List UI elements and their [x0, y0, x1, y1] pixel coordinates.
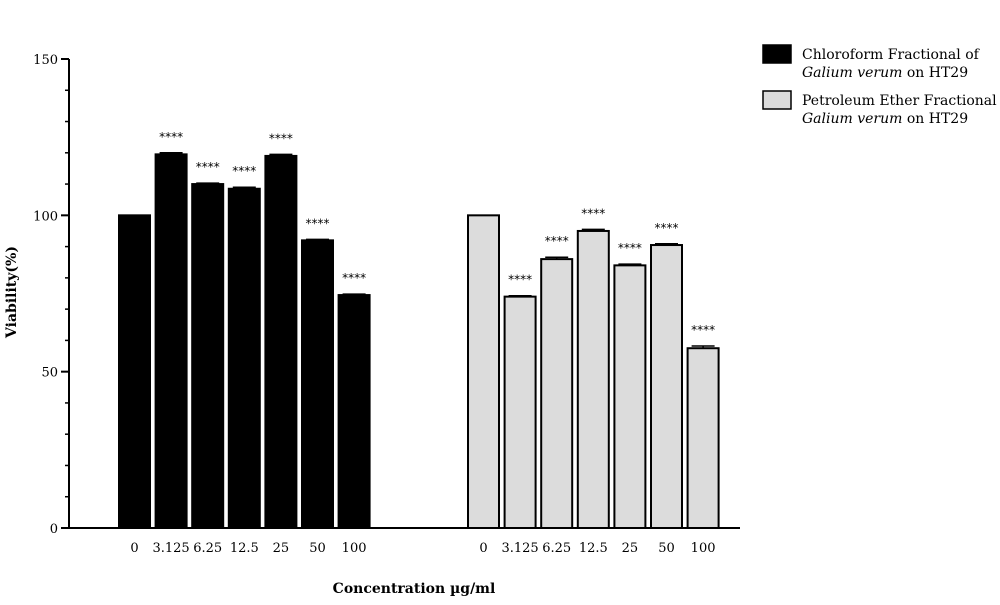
significance-label: ****: [545, 234, 569, 248]
x-tick-label: 3.125: [152, 541, 189, 556]
x-tick-label: 3.125: [501, 541, 538, 556]
legend-cell-line: on HT29: [902, 111, 968, 127]
significance-label: ****: [342, 271, 366, 285]
significance-label: ****: [581, 206, 605, 220]
bar: [227, 187, 261, 530]
bar: [118, 214, 151, 529]
x-tick-label: 6.25: [193, 541, 222, 556]
x-axis-title: Concentration µg/ml: [333, 581, 496, 597]
legend-label: Petroleum Ether Fractional of: [802, 93, 1000, 109]
bar: [154, 153, 188, 529]
legend: Chloroform Fractional of Galium verum on …: [762, 44, 1000, 127]
legend-swatch: [762, 90, 792, 110]
significance-label: ****: [508, 273, 532, 287]
y-tick-label: 100: [33, 209, 58, 224]
x-tick-label: 0: [130, 541, 138, 556]
legend-species: Galium verum: [802, 111, 902, 127]
significance-label: ****: [618, 241, 642, 255]
y-tick-label: 50: [41, 366, 58, 381]
x-tick-label: 12.5: [579, 541, 608, 556]
significance-label: ****: [306, 216, 330, 230]
legend-swatch: [762, 44, 792, 64]
x-tick-label: 100: [342, 541, 367, 556]
x-tick-label: 50: [658, 541, 675, 556]
bar: [686, 347, 720, 530]
x-tick-label: 100: [691, 541, 716, 556]
y-tick-label: 150: [33, 53, 58, 68]
bar: [337, 294, 371, 529]
significance-label: ****: [196, 160, 220, 174]
significance-label: ****: [159, 130, 183, 144]
bar: [613, 264, 647, 529]
bar: [503, 295, 537, 530]
significance-label: ****: [269, 131, 293, 145]
bars: [118, 152, 720, 530]
significance-label: ****: [655, 221, 679, 235]
bar: [576, 229, 610, 529]
x-tick-label: 0: [479, 541, 487, 556]
legend-species: Galium verum: [802, 65, 902, 81]
bar: [264, 154, 298, 529]
x-tick-label: 12.5: [230, 541, 259, 556]
x-tick-label: 25: [622, 541, 639, 556]
y-axis-title: Viability(%): [4, 246, 20, 339]
x-tick-label: 50: [309, 541, 326, 556]
x-tick-label: 6.25: [542, 541, 571, 556]
legend-label: Chloroform Fractional of: [802, 47, 981, 63]
legend-label-line2: Galium verum on HT29: [802, 111, 968, 127]
bar: [301, 239, 334, 529]
x-tick-label: 25: [273, 541, 290, 556]
legend-label-line2: Galium verum on HT29: [802, 65, 968, 81]
bar: [467, 214, 500, 529]
bar: [650, 244, 683, 530]
legend-cell-line: on HT29: [902, 65, 968, 81]
bar: [191, 183, 225, 529]
significance-label: ****: [232, 164, 256, 178]
y-tick-label: 0: [50, 522, 58, 537]
bar: [540, 258, 574, 529]
labels: 0 50 100 150 0 **** 3.125 **** 6.25 **** 12.5 **** 2…: [33, 53, 715, 556]
significance-label: ****: [691, 323, 715, 337]
